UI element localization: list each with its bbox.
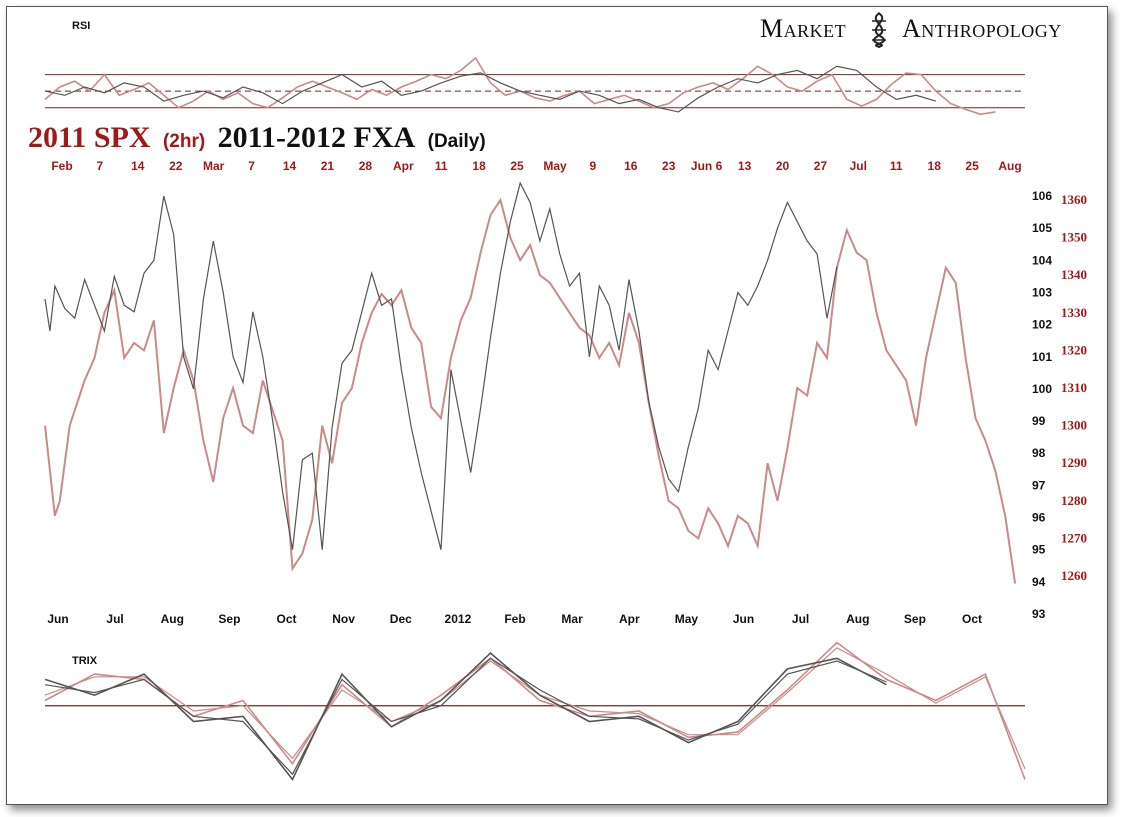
- top-axis-labels: Feb 7 14 22 Mar 7 14 21 28 Apr 11 18 25 May 9 16 23 Jun 6…: [51, 159, 1021, 173]
- rsi-panel: RSI: [44, 20, 1025, 116]
- right-axis-fxa-tick: 99: [1032, 414, 1046, 428]
- bottom-axis-label: Jun: [733, 612, 754, 626]
- brand: Market Anthropology: [760, 12, 1062, 48]
- bottom-axis-labels: Jun Jul Aug Sep Oct Nov Dec 2012 Feb Mar Apr May Jun…: [47, 612, 982, 626]
- top-axis-label: 14: [283, 159, 297, 173]
- top-axis-label: Aug: [998, 159, 1021, 173]
- right-axis-spx: 1360 1350 1340 1330 1320 1310 1300 1290 1280 1270…: [1061, 192, 1087, 583]
- rsi-spx-series-line: [44, 56, 996, 116]
- top-axis-label: 11: [435, 159, 448, 173]
- bottom-axis-label: Jul: [106, 612, 123, 626]
- right-axis-spx-tick: 1340: [1061, 267, 1087, 282]
- top-axis-label: 25: [510, 159, 524, 173]
- rsi-fxa-series-line: [44, 65, 937, 113]
- bottom-axis-label: Mar: [561, 612, 583, 626]
- chart-frame: [6, 6, 1108, 805]
- right-axis-spx-tick: 1350: [1061, 230, 1087, 245]
- bottom-axis-label: Jun: [47, 612, 68, 626]
- right-axis-fxa-tick: 95: [1032, 543, 1046, 557]
- rsi-reference-lines: [45, 74, 1025, 109]
- main-panel: [44, 181, 1017, 584]
- right-axis-spx-tick: 1270: [1061, 530, 1087, 545]
- bottom-axis-label: Feb: [504, 612, 525, 626]
- right-axis-fxa-tick: 94: [1032, 575, 1046, 589]
- bottom-axis-label: Sep: [904, 612, 926, 626]
- top-axis-label: 16: [624, 159, 638, 173]
- right-axis-fxa-tick: 96: [1032, 511, 1046, 525]
- top-axis-label: 7: [97, 159, 104, 173]
- right-axis-fxa-tick: 106: [1032, 189, 1052, 203]
- bottom-axis-label: Sep: [218, 612, 240, 626]
- bottom-axis-label: Oct: [276, 612, 296, 626]
- trix-panel: TRIX: [44, 641, 1026, 782]
- right-axis-fxa-tick: 98: [1032, 446, 1046, 460]
- bottom-axis-label: May: [675, 612, 699, 626]
- top-axis-label: 27: [814, 159, 828, 173]
- bottom-axis-label: Nov: [332, 612, 355, 626]
- right-axis-spx-tick: 1280: [1061, 493, 1087, 508]
- bottom-axis-label: Oct: [962, 612, 982, 626]
- main-spx-series-line: [44, 197, 1017, 584]
- right-axis-fxa-tick: 101: [1032, 350, 1052, 364]
- right-axis-fxa: 106 105 104 103 102 101 100 99 98 97 96 95 94 93: [1032, 189, 1052, 621]
- right-axis-spx-tick: 1310: [1061, 380, 1087, 395]
- top-axis-label: Jul: [850, 159, 867, 173]
- title-spx-suffix: (2hr): [163, 131, 205, 152]
- right-axis-spx-tick: 1300: [1061, 418, 1087, 433]
- top-axis-label: 18: [928, 159, 942, 173]
- trix-spx-series-a: [44, 641, 1026, 780]
- top-axis-label: 11: [890, 159, 903, 173]
- trix-fxa-series-b: [44, 657, 887, 776]
- top-axis-label: 25: [965, 159, 979, 173]
- top-axis-label: Jun 6: [691, 159, 723, 173]
- top-axis-label: Apr: [393, 159, 414, 173]
- top-axis-label: 13: [738, 159, 752, 173]
- right-axis-fxa-tick: 102: [1032, 318, 1052, 332]
- bottom-axis-label: Apr: [619, 612, 640, 626]
- bottom-axis-label: Aug: [161, 612, 184, 626]
- top-axis-label: Feb: [51, 159, 72, 173]
- top-axis-label: 21: [321, 159, 335, 173]
- top-axis-label: 9: [590, 159, 597, 173]
- dna-helix-icon: [872, 12, 886, 48]
- trix-fxa-series-a: [44, 652, 887, 782]
- trix-label: TRIX: [72, 655, 98, 667]
- title-fxa-suffix: (Daily): [428, 131, 486, 152]
- title-spx: 2011 SPX: [28, 121, 151, 154]
- bottom-axis-label: Aug: [846, 612, 869, 626]
- right-axis-spx-tick: 1330: [1061, 305, 1087, 320]
- top-axis-label: Mar: [203, 159, 225, 173]
- brand-text-left: Market: [760, 14, 846, 43]
- title-line: 2011 SPX (2hr) 2011-2012 FXA (Daily): [28, 121, 486, 154]
- top-axis-label: 22: [169, 159, 183, 173]
- main-fxa-series-line: [44, 181, 838, 550]
- top-axis-label: 18: [472, 159, 486, 173]
- bottom-axis-label: Jul: [792, 612, 809, 626]
- rsi-label: RSI: [72, 20, 90, 32]
- top-axis-label: 23: [662, 159, 676, 173]
- right-axis-spx-tick: 1360: [1061, 192, 1087, 207]
- top-axis-label: 14: [131, 159, 145, 173]
- right-axis-fxa-tick: 97: [1032, 478, 1046, 492]
- right-axis-spx-tick: 1290: [1061, 455, 1087, 470]
- right-axis-fxa-tick: 105: [1032, 221, 1052, 235]
- right-axis-spx-tick: 1260: [1061, 568, 1087, 583]
- chart-title: 2011 SPX (2hr) 2011-2012 FXA (Daily): [28, 121, 486, 154]
- right-axis-fxa-tick: 103: [1032, 286, 1052, 300]
- brand-text-right: Anthropology: [902, 14, 1062, 43]
- trix-spx-series-b: [44, 647, 1026, 770]
- top-axis-label: May: [543, 159, 567, 173]
- right-axis-fxa-tick: 93: [1032, 607, 1046, 621]
- top-axis-label: 7: [248, 159, 255, 173]
- right-axis-fxa-tick: 100: [1032, 382, 1052, 396]
- right-axis-spx-tick: 1320: [1061, 342, 1087, 357]
- bottom-axis-label: Dec: [390, 612, 412, 626]
- bottom-axis-label: 2012: [445, 612, 472, 626]
- right-axis-fxa-tick: 104: [1032, 253, 1052, 267]
- top-axis-label: 20: [776, 159, 790, 173]
- title-fxa: 2011-2012 FXA: [218, 121, 416, 154]
- top-axis-label: 28: [359, 159, 373, 173]
